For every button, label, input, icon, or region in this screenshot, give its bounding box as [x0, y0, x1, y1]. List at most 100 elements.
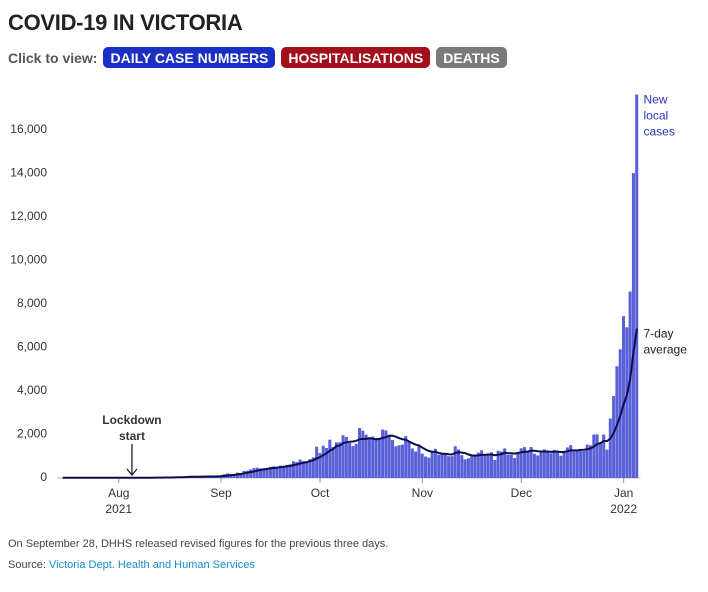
bar — [305, 462, 309, 478]
bar — [466, 458, 470, 478]
x-tick-label: Nov — [412, 486, 433, 500]
bar — [384, 430, 388, 478]
bar — [443, 453, 447, 478]
source: Source: Victoria Dept. Health and Human … — [8, 559, 255, 571]
bar — [631, 173, 635, 478]
bar — [282, 466, 286, 478]
bar — [476, 452, 480, 478]
source-link[interactable]: Victoria Dept. Health and Human Services — [48, 559, 255, 571]
y-tick-label: 16,000 — [10, 122, 47, 136]
bar — [483, 455, 487, 478]
bar — [331, 447, 335, 478]
bar — [559, 455, 563, 478]
bar — [470, 456, 474, 478]
hospitalisations-button[interactable]: HOSPITALISATIONS — [281, 47, 431, 68]
bar — [552, 449, 556, 478]
bar — [539, 450, 543, 478]
bar — [404, 436, 408, 478]
bar — [311, 457, 315, 478]
bar — [526, 452, 530, 478]
bar — [262, 468, 266, 478]
bar — [417, 446, 421, 478]
bar — [608, 418, 612, 478]
bar — [499, 451, 503, 478]
bar — [338, 442, 342, 478]
bar — [354, 443, 358, 478]
bar — [453, 446, 457, 478]
bar — [272, 466, 276, 478]
y-tick-label: 6,000 — [17, 340, 47, 354]
y-tick-label: 12,000 — [10, 209, 47, 223]
bar — [562, 452, 566, 478]
bar — [328, 439, 332, 478]
bar — [321, 445, 325, 478]
y-tick-label: 0 — [40, 470, 47, 484]
bar — [245, 470, 249, 478]
bar — [433, 448, 437, 478]
bar — [529, 447, 533, 478]
bar — [358, 428, 362, 478]
bar — [602, 434, 606, 478]
bar — [315, 446, 319, 478]
bar — [407, 441, 411, 478]
deaths-button[interactable]: DEATHS — [436, 47, 507, 68]
bar — [387, 435, 391, 478]
bar — [374, 439, 378, 478]
daily-cases-button[interactable]: DAILY CASE NUMBERS — [103, 47, 276, 68]
bar — [463, 459, 467, 478]
bar — [585, 444, 589, 478]
bar — [295, 462, 299, 478]
series-label: New local cases — [644, 93, 675, 139]
bar — [460, 455, 464, 478]
bar — [457, 449, 461, 478]
chart: 0 2,000 4,000 6,000 8,000 10,000 12,000 14,000 1… — [10, 93, 688, 517]
bar — [397, 445, 401, 478]
bar — [635, 94, 639, 478]
bar — [361, 430, 365, 478]
bar — [275, 466, 279, 478]
bar — [249, 469, 253, 478]
bar — [325, 448, 329, 478]
x-tick-label: Oct — [311, 486, 330, 500]
series-label: 7-day average — [644, 327, 688, 357]
bar — [493, 460, 497, 478]
bar — [391, 439, 395, 478]
bar — [480, 450, 484, 478]
bar — [232, 474, 236, 478]
bar — [239, 473, 243, 478]
bar — [259, 468, 263, 478]
bar — [575, 449, 579, 478]
view-switcher: Click to view: DAILY CASE NUMBERS HOSPIT… — [8, 47, 507, 68]
bar — [589, 445, 593, 478]
bar — [447, 456, 451, 478]
bar — [542, 449, 546, 478]
bar — [318, 453, 322, 478]
bar — [424, 456, 428, 478]
x-tick-label: Jan 2022 — [610, 486, 637, 516]
bar — [569, 445, 573, 478]
bar — [612, 396, 616, 478]
bar — [437, 454, 441, 478]
bar — [628, 291, 632, 478]
bar — [523, 447, 527, 478]
y-tick-label: 10,000 — [10, 253, 47, 267]
x-tick-label: Aug 2021 — [105, 486, 132, 516]
bar — [252, 468, 256, 478]
bar — [255, 467, 259, 478]
bar — [486, 454, 490, 478]
bar — [278, 465, 282, 478]
bar — [308, 459, 312, 478]
bar — [625, 327, 629, 478]
bar — [473, 456, 477, 478]
bar — [301, 461, 305, 478]
bar — [341, 435, 345, 478]
bar — [440, 453, 444, 478]
bar — [348, 442, 352, 478]
bar — [344, 436, 348, 478]
bar — [572, 451, 576, 478]
bar — [351, 446, 355, 478]
bar — [595, 434, 599, 478]
bar — [532, 453, 536, 478]
bar — [598, 443, 602, 478]
